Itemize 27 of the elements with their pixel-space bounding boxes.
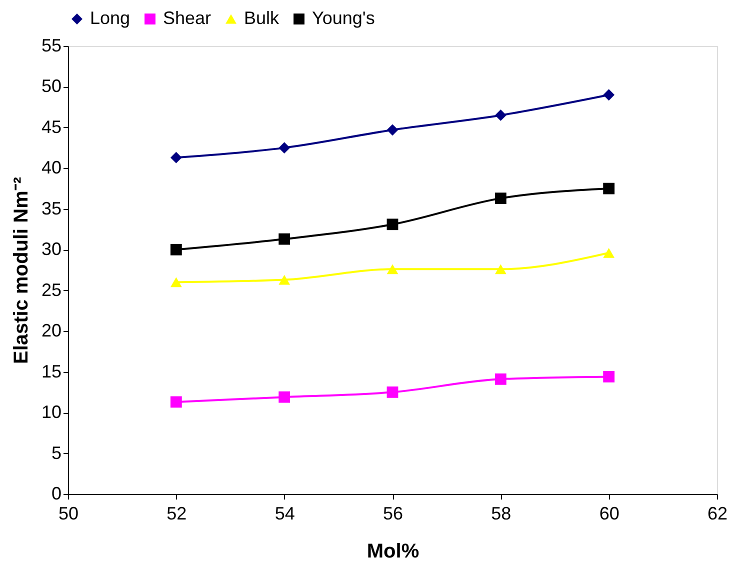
- y-tick-label: 20: [41, 320, 62, 341]
- x-tick-label: 62: [707, 504, 728, 524]
- y-tick-label: 35: [41, 198, 62, 218]
- point: [603, 248, 615, 258]
- y-tick-label: 40: [41, 158, 62, 178]
- y-tick-label: 30: [41, 239, 62, 260]
- y-axis-title: Elastic moduli Nm⁻²: [10, 176, 32, 364]
- y-tick-label: 50: [41, 76, 62, 96]
- x-axis-title: Mol%: [366, 540, 420, 562]
- y-tick-label: 0: [51, 484, 62, 504]
- x-tick-label: 52: [166, 504, 187, 524]
- x-tick-label: 56: [382, 504, 404, 524]
- point: [170, 244, 182, 256]
- legend-label: Long: [90, 8, 130, 28]
- legend-label: Shear: [163, 8, 212, 28]
- legend-label: Young's: [312, 8, 375, 28]
- y-tick-label: 10: [41, 402, 62, 422]
- y-tick-label: 45: [41, 116, 62, 137]
- x-tick-label: 60: [599, 504, 620, 524]
- legend-label: Bulk: [244, 8, 280, 28]
- y-tick-label: 15: [41, 361, 62, 382]
- y-tick-label: 5: [51, 442, 62, 463]
- x-tick-label: 54: [274, 504, 295, 524]
- point: [603, 371, 615, 382]
- y-tick-label: 55: [41, 36, 62, 56]
- x-tick-label: 58: [491, 504, 512, 524]
- y-tick-label: 25: [41, 280, 62, 300]
